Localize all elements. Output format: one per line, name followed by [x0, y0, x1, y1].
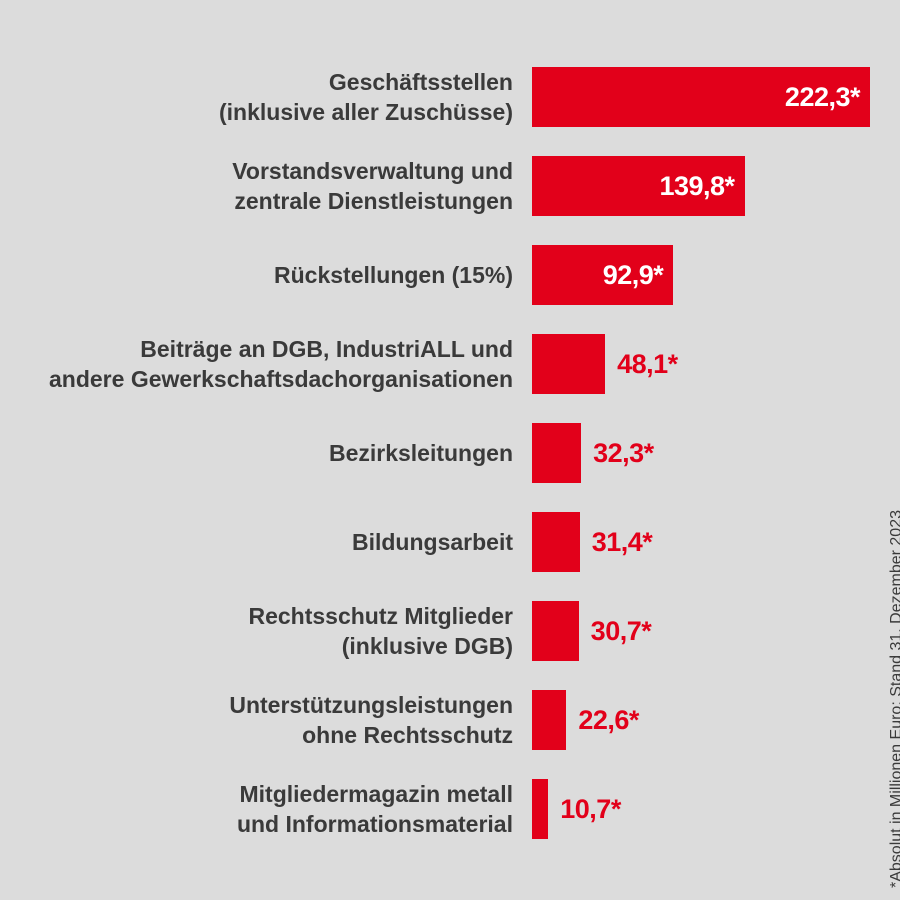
category-label: Mitgliedermagazin metall und Information… — [236, 781, 513, 837]
category-label: Beiträge an DGB, IndustriALL und andere … — [49, 336, 513, 392]
bar — [532, 779, 549, 839]
category-label: Unterstützungsleistungen ohne Rechtsschu… — [229, 692, 513, 748]
bar — [532, 690, 567, 750]
value-label: 222,3* — [784, 82, 861, 112]
bar — [532, 512, 580, 572]
bar — [532, 67, 870, 127]
bar — [532, 423, 582, 483]
value-label: 22,6* — [578, 705, 639, 735]
value-label: 31,4* — [591, 527, 653, 557]
bar — [532, 156, 745, 216]
value-label: 139,8* — [659, 171, 735, 201]
category-label: Vorstandsverwaltung und zentrale Dienstl… — [232, 158, 513, 214]
value-label: 32,3* — [593, 438, 654, 468]
bar — [532, 601, 579, 661]
value-label: 92,9* — [602, 260, 664, 290]
footnote: *Absolut in Millionen Euro; Stand 31. De… — [888, 510, 900, 888]
category-label: Bezirksleitungen — [328, 440, 513, 466]
value-label: 10,7* — [560, 794, 621, 824]
category-label: Rückstellungen (15%) — [274, 262, 513, 288]
value-label: 48,1* — [617, 349, 678, 379]
category-label: Bildungsarbeit — [351, 529, 513, 555]
bar — [532, 245, 674, 305]
value-label: 30,7* — [590, 616, 652, 646]
bar — [532, 334, 606, 394]
category-label: Geschäftsstellen (inklusive aller Zuschü… — [218, 69, 513, 125]
category-label: Rechtsschutz Mitglieder (inklusive DGB) — [248, 603, 513, 659]
